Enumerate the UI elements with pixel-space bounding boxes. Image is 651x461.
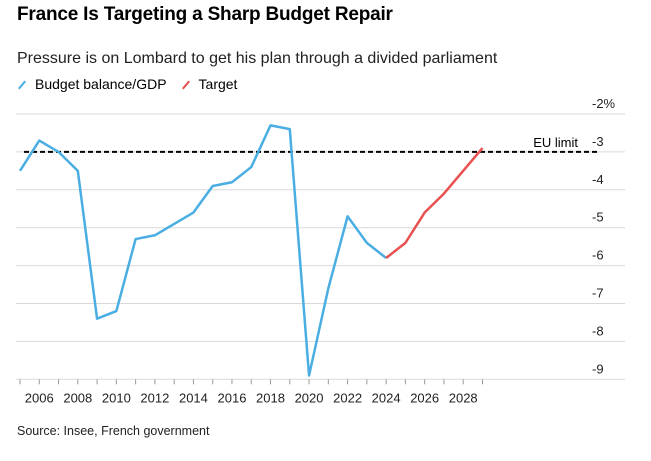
x-tick-label: 2020 [295, 390, 324, 405]
y-tick-label: -6 [592, 248, 604, 263]
y-tick-label: -5 [592, 210, 604, 225]
x-tick-label: 2006 [25, 390, 54, 405]
x-tick-label: 2008 [63, 390, 92, 405]
target-line [385, 147, 484, 260]
x-tick-label: 2018 [256, 390, 285, 405]
legend: Budget balance/GDP Target [17, 76, 237, 92]
y-tick-label: -2% [592, 96, 616, 111]
budget-balance-line [18, 124, 387, 377]
x-tick-label: 2022 [333, 390, 362, 405]
x-tick-label: 2012 [140, 390, 169, 405]
y-tick-label: -8 [592, 323, 604, 338]
x-tick-label: 2024 [372, 390, 401, 405]
x-tick-label: 2026 [410, 390, 439, 405]
y-tick-label: -9 [592, 361, 604, 376]
y-tick-label: -3 [592, 134, 604, 149]
x-tick-label: 2028 [449, 390, 478, 405]
source-note: Source: Insee, French government [17, 424, 210, 438]
x-tick-label: 2010 [102, 390, 131, 405]
eu-limit-label: EU limit [533, 135, 578, 150]
x-tick-label: 2016 [218, 390, 247, 405]
y-tick-label: -4 [592, 172, 604, 187]
x-tick-label: 2014 [179, 390, 208, 405]
legend-item-budget: Budget balance/GDP [17, 76, 167, 92]
chart-subtitle: Pressure is on Lombard to get his plan t… [17, 50, 498, 67]
chart-title: France Is Targeting a Sharp Budget Repai… [17, 4, 393, 25]
legend-item-target: Target [181, 76, 237, 92]
y-tick-label: -7 [592, 286, 604, 301]
